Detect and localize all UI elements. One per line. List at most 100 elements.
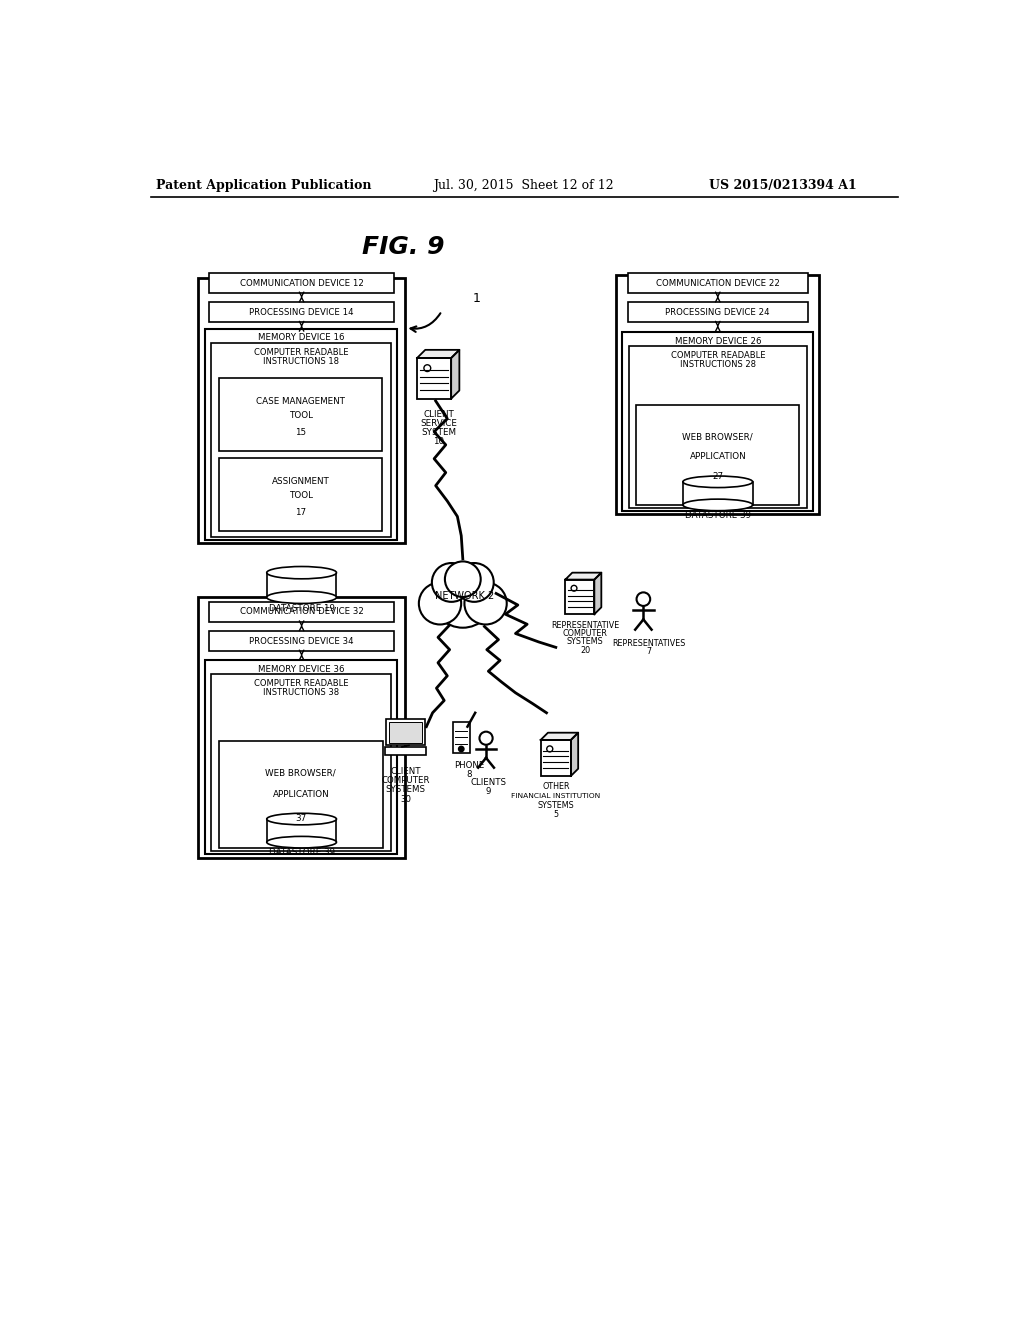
Text: TOOL: TOOL: [289, 491, 312, 500]
FancyBboxPatch shape: [198, 598, 406, 858]
Circle shape: [459, 746, 464, 751]
Text: 17: 17: [295, 508, 306, 517]
Text: 30: 30: [400, 795, 411, 804]
Text: 1: 1: [473, 292, 480, 305]
Text: OTHER: OTHER: [542, 783, 569, 791]
Text: CLIENT: CLIENT: [423, 409, 455, 418]
Text: 5: 5: [553, 810, 558, 818]
FancyBboxPatch shape: [209, 273, 394, 293]
Text: 10: 10: [433, 437, 444, 446]
Text: 27: 27: [713, 473, 723, 482]
FancyBboxPatch shape: [205, 660, 397, 854]
FancyBboxPatch shape: [209, 302, 394, 322]
Text: COMPUTER READABLE: COMPUTER READABLE: [671, 351, 765, 360]
Ellipse shape: [683, 477, 753, 487]
Circle shape: [432, 566, 494, 628]
Circle shape: [465, 582, 507, 624]
Polygon shape: [571, 733, 579, 776]
Text: SERVICE: SERVICE: [420, 418, 457, 428]
Text: FIG. 9: FIG. 9: [361, 235, 444, 259]
FancyBboxPatch shape: [683, 482, 753, 506]
Text: SYSTEMS: SYSTEMS: [538, 801, 574, 809]
Text: DATASTORE 39: DATASTORE 39: [685, 511, 751, 520]
Text: 7: 7: [646, 648, 651, 656]
Text: 37: 37: [295, 813, 306, 822]
FancyBboxPatch shape: [266, 573, 337, 598]
FancyBboxPatch shape: [623, 333, 813, 511]
FancyBboxPatch shape: [386, 719, 425, 746]
Polygon shape: [452, 350, 460, 399]
FancyBboxPatch shape: [628, 273, 808, 293]
Text: REPRESENTATIVE: REPRESENTATIVE: [551, 620, 620, 630]
Text: COMPUTER: COMPUTER: [563, 630, 607, 638]
Text: PROCESSING DEVICE 34: PROCESSING DEVICE 34: [249, 636, 354, 645]
FancyBboxPatch shape: [219, 458, 382, 531]
FancyBboxPatch shape: [616, 276, 819, 515]
Circle shape: [419, 582, 461, 624]
Circle shape: [444, 561, 480, 597]
Text: 9: 9: [485, 787, 492, 796]
Polygon shape: [541, 733, 579, 741]
FancyBboxPatch shape: [219, 378, 382, 451]
Text: ASSIGNMENT: ASSIGNMENT: [272, 477, 330, 486]
Text: SYSTEMS: SYSTEMS: [385, 785, 425, 795]
Text: PHONE: PHONE: [454, 760, 484, 770]
Text: MEMORY DEVICE 26: MEMORY DEVICE 26: [675, 337, 761, 346]
FancyBboxPatch shape: [453, 722, 470, 752]
Ellipse shape: [266, 837, 337, 847]
Ellipse shape: [266, 566, 337, 578]
Text: APPLICATION: APPLICATION: [689, 453, 746, 462]
Text: COMPUTER READABLE: COMPUTER READABLE: [254, 348, 348, 356]
Text: DATASTORE 39: DATASTORE 39: [268, 849, 335, 858]
FancyBboxPatch shape: [389, 722, 422, 743]
Polygon shape: [565, 573, 601, 579]
Text: Patent Application Publication: Patent Application Publication: [156, 178, 372, 191]
Text: CLIENT: CLIENT: [390, 767, 421, 776]
Text: WEB BROWSER/: WEB BROWSER/: [682, 433, 753, 441]
FancyBboxPatch shape: [636, 405, 799, 506]
FancyBboxPatch shape: [266, 818, 337, 842]
Text: DATASTORE 19: DATASTORE 19: [268, 603, 335, 612]
Text: MEMORY DEVICE 36: MEMORY DEVICE 36: [258, 665, 344, 675]
Text: WEB BROWSER/: WEB BROWSER/: [265, 768, 336, 777]
Text: PROCESSING DEVICE 14: PROCESSING DEVICE 14: [249, 308, 354, 317]
FancyBboxPatch shape: [541, 741, 571, 776]
FancyBboxPatch shape: [198, 277, 406, 544]
FancyBboxPatch shape: [565, 579, 594, 614]
FancyBboxPatch shape: [417, 358, 452, 399]
Text: CLIENTS: CLIENTS: [470, 777, 507, 787]
FancyBboxPatch shape: [628, 302, 808, 322]
Text: SYSTEM: SYSTEM: [421, 428, 457, 437]
FancyBboxPatch shape: [211, 675, 391, 851]
Text: INSTRUCTIONS 38: INSTRUCTIONS 38: [263, 688, 339, 697]
Text: COMPUTER READABLE: COMPUTER READABLE: [254, 678, 348, 688]
Text: COMPUTER: COMPUTER: [381, 776, 430, 785]
Polygon shape: [594, 573, 601, 614]
Text: APPLICATION: APPLICATION: [272, 789, 329, 799]
Text: COMMUNICATION DEVICE 32: COMMUNICATION DEVICE 32: [240, 607, 364, 616]
Polygon shape: [417, 350, 460, 358]
Text: SYSTEMS: SYSTEMS: [567, 638, 603, 647]
Ellipse shape: [266, 591, 337, 603]
Text: INSTRUCTIONS 28: INSTRUCTIONS 28: [680, 360, 756, 370]
FancyBboxPatch shape: [385, 747, 426, 755]
Ellipse shape: [683, 499, 753, 511]
FancyBboxPatch shape: [209, 602, 394, 622]
Text: COMMUNICATION DEVICE 12: COMMUNICATION DEVICE 12: [240, 279, 364, 288]
Text: MEMORY DEVICE 16: MEMORY DEVICE 16: [258, 334, 344, 342]
Text: PROCESSING DEVICE 24: PROCESSING DEVICE 24: [666, 308, 770, 317]
Text: TOOL: TOOL: [289, 412, 312, 420]
Circle shape: [432, 564, 471, 602]
Text: NETWORK 2: NETWORK 2: [435, 591, 494, 601]
Text: 20: 20: [581, 645, 590, 655]
Text: FINANCIAL INSTITUTION: FINANCIAL INSTITUTION: [511, 793, 600, 799]
FancyBboxPatch shape: [629, 346, 807, 508]
FancyBboxPatch shape: [219, 741, 383, 849]
Text: COMMUNICATION DEVICE 22: COMMUNICATION DEVICE 22: [655, 279, 779, 288]
FancyBboxPatch shape: [209, 631, 394, 651]
Text: US 2015/0213394 A1: US 2015/0213394 A1: [709, 178, 857, 191]
Text: INSTRUCTIONS 18: INSTRUCTIONS 18: [263, 358, 339, 366]
Ellipse shape: [266, 813, 337, 825]
Text: 15: 15: [295, 428, 306, 437]
Text: REPRESENTATIVES: REPRESENTATIVES: [612, 639, 685, 648]
